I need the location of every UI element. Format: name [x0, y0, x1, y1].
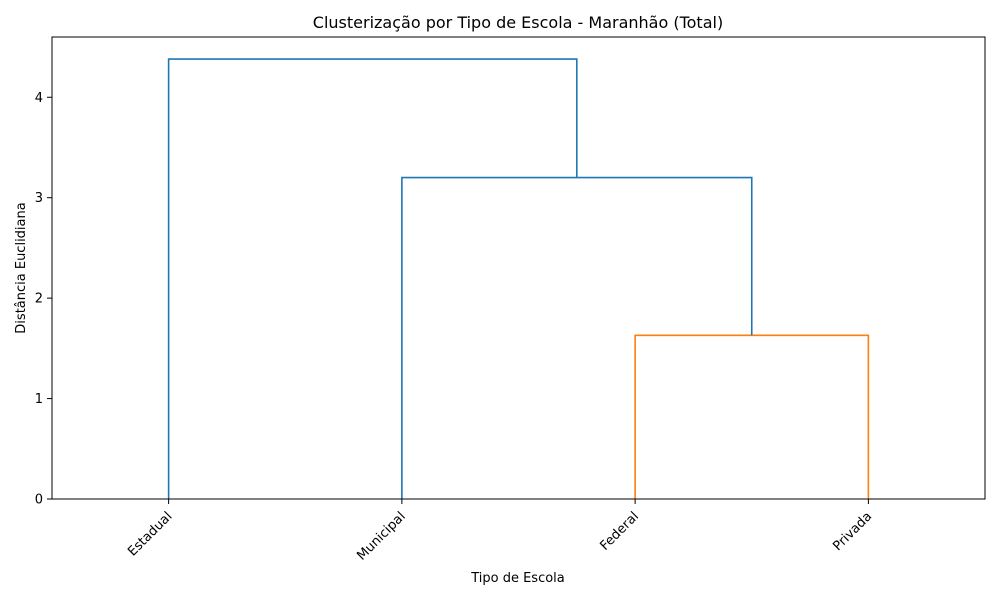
y-axis-label: Distância Euclidiana — [14, 202, 29, 333]
y-tick-label: 3 — [35, 191, 43, 206]
plot-area — [167, 58, 870, 499]
plot-frame — [51, 36, 986, 500]
y-tick-label: 4 — [35, 91, 43, 106]
y-axis: 0 1 2 3 4 — [35, 91, 52, 508]
chart-title: Clusterização por Tipo de Escola - Maran… — [313, 13, 723, 32]
dendrogram-link-3 — [167, 58, 578, 499]
x-tick-label-privada: Privada — [830, 509, 875, 554]
x-tick-label-federal: Federal — [597, 509, 642, 554]
x-axis: Estadual Municipal Federal Privada — [125, 499, 875, 564]
dendrogram-link-1 — [634, 334, 870, 499]
y-tick-label: 2 — [35, 292, 43, 307]
dendrogram-link-2 — [401, 176, 753, 499]
x-axis-label: Tipo de Escola — [470, 571, 565, 586]
x-tick-label-municipal: Municipal — [354, 509, 408, 563]
y-tick-label: 0 — [35, 493, 43, 508]
y-tick-label: 1 — [35, 392, 43, 407]
x-tick-label-estadual: Estadual — [125, 509, 175, 559]
